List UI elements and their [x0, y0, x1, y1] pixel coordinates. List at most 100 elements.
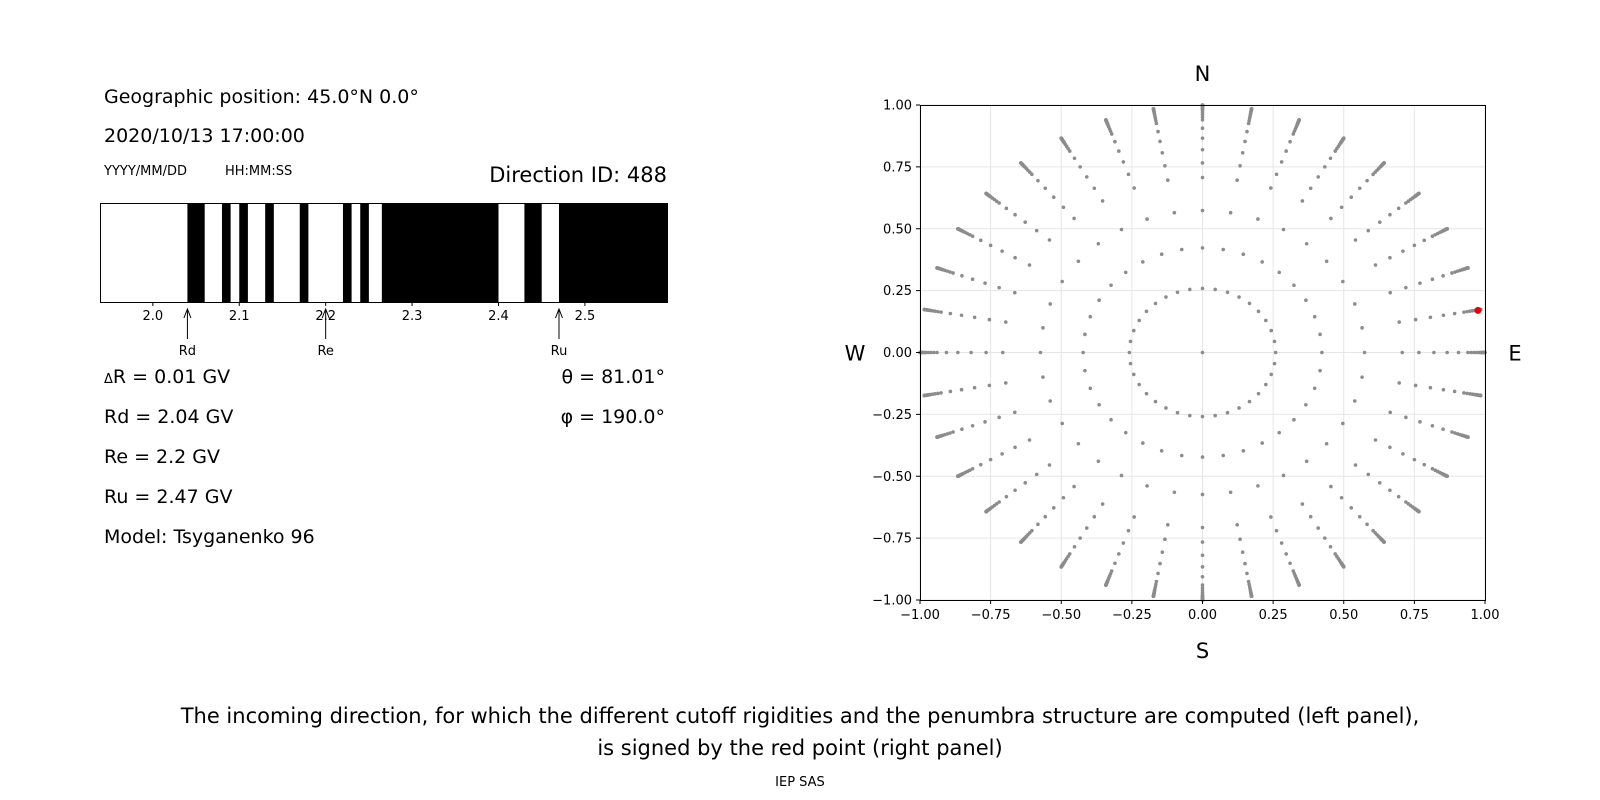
sky-point: [951, 271, 955, 275]
sky-point: [1188, 413, 1192, 418]
sky-x-tick-label: 0.50: [1329, 608, 1358, 623]
geographic-position: Geographic position: 45.0°N 0.0°: [104, 86, 419, 108]
sky-point: [1131, 372, 1136, 377]
sky-point: [1076, 259, 1081, 264]
sky-point: [939, 310, 943, 314]
sky-point: [1465, 309, 1469, 314]
sky-point: [1123, 270, 1128, 275]
sky-point: [1240, 550, 1245, 554]
sky-point: [1360, 326, 1364, 330]
sky-point: [1388, 410, 1393, 415]
sky-point: [1304, 459, 1309, 464]
sky-point: [1123, 430, 1128, 435]
sky-point: [1373, 263, 1378, 267]
sky-point: [1304, 298, 1308, 303]
sky-point: [1137, 382, 1141, 387]
sky-point: [1200, 553, 1205, 558]
sky-point: [1323, 165, 1327, 169]
sky-point: [948, 270, 952, 274]
sky-point: [1352, 302, 1357, 306]
sky-point: [1316, 526, 1321, 530]
sky-point: [1445, 226, 1449, 231]
time-format-label: HH:MM:SS: [225, 164, 293, 179]
sky-point: [1312, 386, 1317, 391]
sky-point: [1304, 402, 1308, 407]
credit: IEP SAS: [775, 775, 825, 790]
sky-point: [1281, 473, 1286, 478]
sky-point: [1127, 350, 1132, 355]
sky-point: [1300, 502, 1305, 506]
sky-point: [1377, 481, 1382, 485]
sky-point: [1158, 139, 1162, 144]
sky-point: [1428, 385, 1433, 390]
sky-point: [1047, 463, 1052, 467]
sky-point: [1164, 295, 1168, 299]
sky-point: [948, 311, 953, 316]
penumbra-bands: [101, 204, 667, 302]
sky-point: [1453, 431, 1457, 435]
sky-point: [1060, 421, 1064, 426]
sky-x-tick-label: 0.00: [1188, 608, 1217, 623]
sky-point: [1450, 271, 1454, 275]
sky-point: [1269, 186, 1273, 190]
sky-point: [1092, 514, 1097, 519]
sky-point: [1328, 544, 1333, 549]
sky-point: [1284, 149, 1288, 153]
sky-point: [1260, 260, 1264, 264]
sky-point: [1059, 136, 1064, 140]
sky-point: [1200, 455, 1205, 459]
sky-point: [1041, 326, 1045, 330]
penumbra-band: [360, 204, 369, 302]
sky-point: [1341, 421, 1345, 426]
sky-point: [1277, 430, 1282, 435]
sky-point: [951, 430, 955, 434]
sky-point: [1466, 350, 1470, 355]
sky-point: [935, 350, 939, 355]
sky-point: [1260, 441, 1264, 445]
sky-point: [1274, 172, 1279, 177]
sky-point: [1318, 368, 1322, 373]
sky-point: [1200, 161, 1205, 165]
sky-point: [1153, 399, 1158, 404]
datetime: 2020/10/13 17:00:00: [104, 125, 305, 147]
sky-point: [1279, 160, 1284, 164]
sky-point: [1357, 186, 1362, 191]
penumbra-frame: [100, 203, 668, 303]
sky-point: [1428, 315, 1433, 320]
sky-point: [1179, 247, 1184, 252]
sky-point: [1156, 571, 1160, 576]
sky-point: [970, 234, 975, 239]
sky-point: [1320, 350, 1324, 355]
sky-point: [1312, 314, 1317, 319]
sky-point: [1072, 156, 1077, 161]
sky-point: [1366, 472, 1371, 477]
sky-point: [1104, 118, 1108, 122]
sky-point: [1047, 238, 1052, 242]
sky-point: [1034, 472, 1039, 477]
caption-line-2: is signed by the red point (right panel): [597, 736, 1003, 760]
theta-value: θ = 81.01°: [561, 366, 665, 388]
compass-south-label: S: [1196, 639, 1209, 663]
sky-point: [1188, 287, 1192, 292]
sky-point: [956, 226, 960, 231]
direction-id: Direction ID: 488: [489, 163, 667, 187]
sky-point: [1151, 594, 1156, 599]
sky-point: [1200, 540, 1205, 544]
sky-point: [1288, 561, 1292, 566]
sky-point: [984, 350, 988, 355]
sky-point: [959, 387, 964, 392]
sky-point: [1445, 350, 1449, 355]
sky-point: [1235, 523, 1239, 527]
sky-point: [1269, 515, 1273, 519]
sky-point: [1200, 350, 1205, 355]
sky-point: [935, 435, 939, 439]
sky-point: [970, 466, 975, 471]
sky-point: [1272, 361, 1277, 366]
sky-point: [1126, 528, 1131, 533]
sky-point: [1243, 139, 1247, 144]
sky-point: [1078, 536, 1082, 540]
sky-point: [1200, 414, 1205, 419]
sky-point: [1000, 249, 1004, 253]
sky-point: [1088, 386, 1093, 391]
sky-point: [1360, 375, 1364, 379]
